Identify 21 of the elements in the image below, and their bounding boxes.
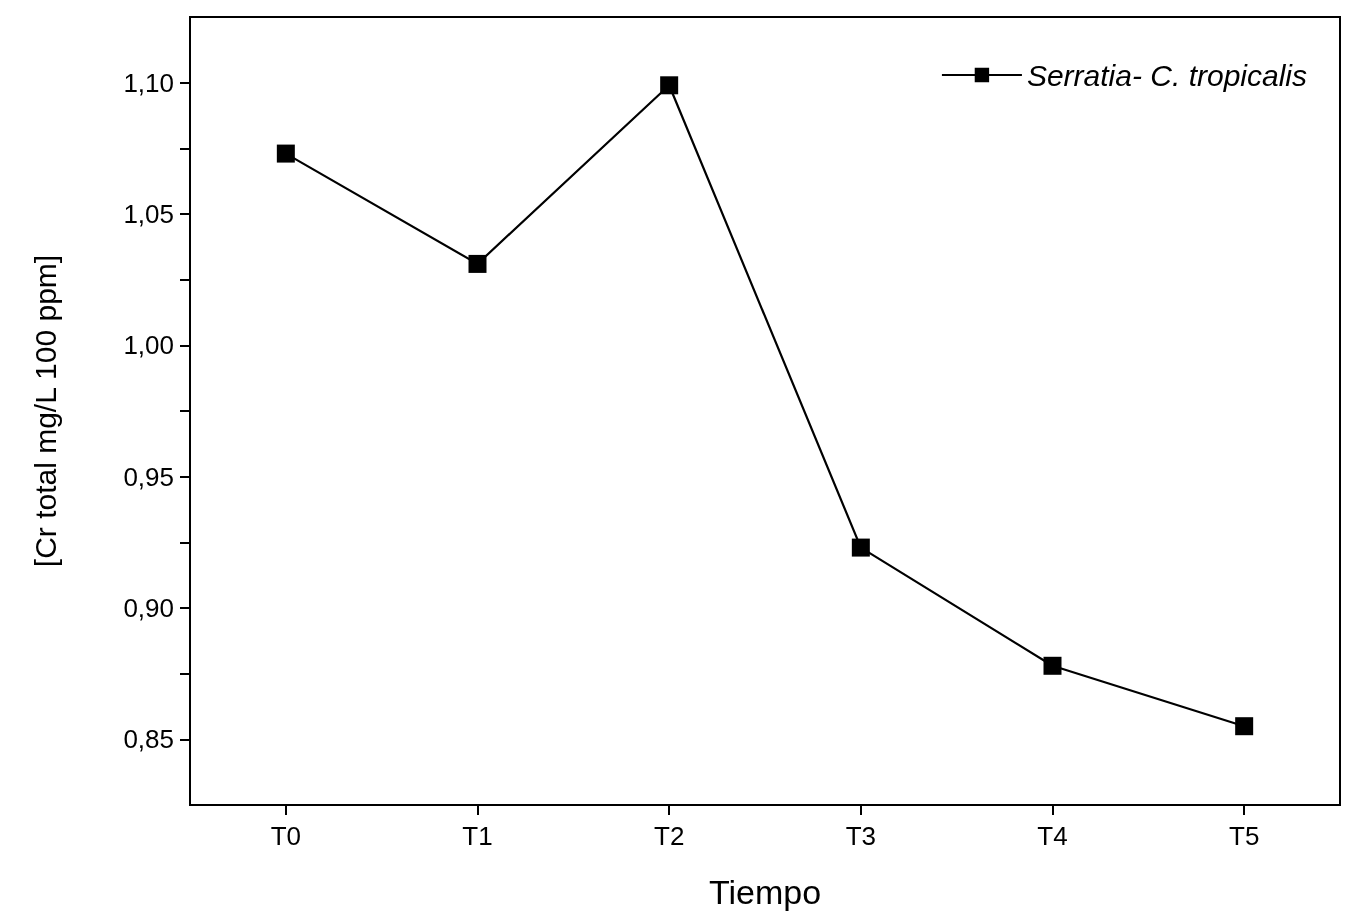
y-tick-label: 0,85 [123, 724, 174, 755]
legend-label: Serratia- C. tropicalis [1026, 58, 1307, 92]
x-tick-label: T3 [845, 821, 877, 851]
point [468, 254, 487, 273]
point [1235, 717, 1254, 736]
point [1043, 656, 1062, 675]
y-axis-title: [Cr total mg/L 100 ppm] [28, 254, 62, 568]
x-axis-title: Tiempo [708, 873, 822, 911]
point [660, 76, 679, 95]
point [851, 538, 870, 557]
x-tick-label: T1 [462, 821, 493, 851]
x-tick-label: T2 [653, 821, 685, 851]
y-tick-label: 0,90 [123, 593, 174, 623]
point [276, 144, 295, 163]
y-tick-label: 1,05 [123, 199, 174, 229]
x-tick-label: T5 [1228, 821, 1260, 851]
y-tick-label: 1,10 [123, 67, 174, 98]
x-tick-label: T0 [270, 821, 302, 851]
x-tick-label: T4 [1037, 821, 1068, 851]
y-tick-label: 0,95 [123, 461, 174, 492]
y-tick-label: 1,00 [123, 330, 174, 361]
